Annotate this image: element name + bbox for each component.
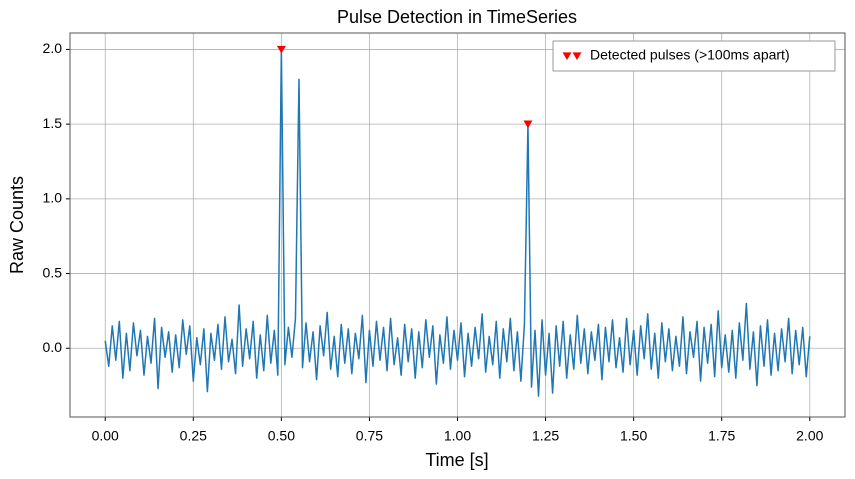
y-axis-label: Raw Counts — [7, 176, 27, 274]
x-tick-label: 0.50 — [268, 428, 295, 444]
x-tick-label: 1.25 — [532, 428, 559, 444]
x-tick-label: 1.75 — [708, 428, 735, 444]
x-tick-label: 0.25 — [180, 428, 207, 444]
x-tick-label: 0.75 — [356, 428, 383, 444]
x-tick-label: 2.00 — [796, 428, 823, 444]
x-tick-label: 1.50 — [620, 428, 647, 444]
legend-box — [552, 40, 836, 72]
pulse-marker — [276, 45, 286, 54]
legend-marker — [562, 52, 572, 61]
pulse-marker — [523, 120, 533, 129]
y-tick-label: 1.5 — [43, 115, 63, 131]
y-tick-label: 0.5 — [43, 264, 63, 280]
x-tick-label: 1.00 — [444, 428, 471, 444]
y-tick-label: 0.0 — [43, 339, 63, 355]
x-axis-label: Time [s] — [425, 450, 488, 470]
data-line — [104, 48, 811, 397]
legend-marker — [572, 52, 582, 61]
plot-frame — [69, 32, 846, 418]
chart-title: Pulse Detection in TimeSeries — [337, 7, 577, 27]
x-tick-label: 0.00 — [92, 428, 119, 444]
legend-label: Detected pulses (>100ms apart) — [590, 47, 790, 63]
y-tick-label: 2.0 — [43, 40, 63, 56]
y-tick-label: 1.0 — [43, 190, 63, 206]
